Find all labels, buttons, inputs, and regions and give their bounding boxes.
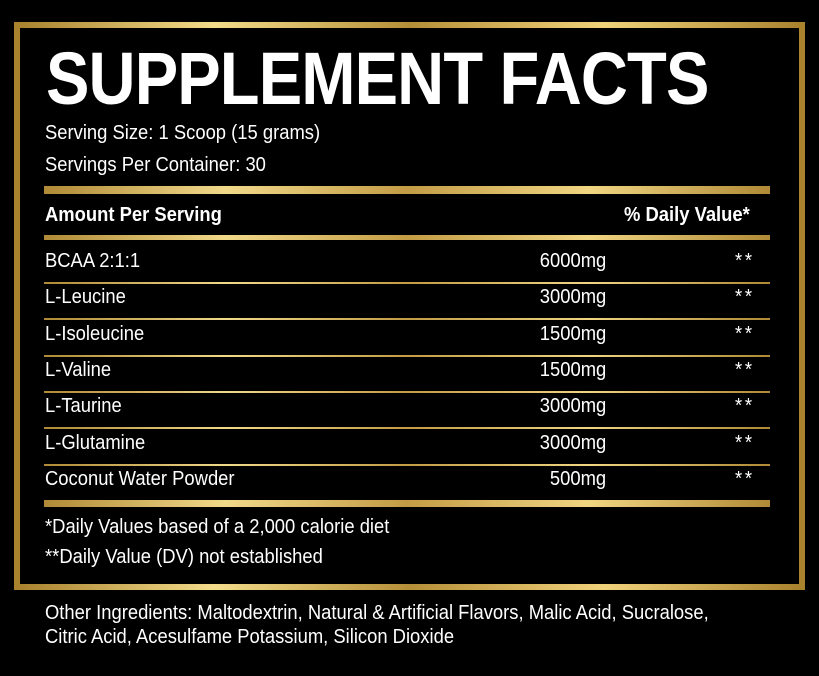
ingredient-name: L-Taurine — [45, 395, 122, 418]
ingredient-name: L-Valine — [45, 358, 112, 381]
thick-rule — [44, 186, 770, 194]
row-rule — [44, 318, 770, 321]
footnote: *Daily Values based of a 2,000 calorie d… — [45, 516, 390, 538]
row-rule — [44, 354, 770, 357]
ingredient-amount: 500mg — [549, 467, 606, 490]
ingredient-name: Coconut Water Powder — [45, 467, 235, 490]
other-ingredients: Other Ingredients: Maltodextrin, Natural… — [45, 602, 709, 624]
other-ingredients: Citric Acid, Acesulfame Potassium, Silic… — [45, 626, 455, 648]
ingredient-name: BCAA 2:1:1 — [45, 250, 141, 272]
ingredient-name: L-Leucine — [45, 286, 126, 309]
header-rule — [44, 235, 770, 240]
ingredient-amount: 1500mg — [539, 358, 606, 381]
ingredient-dv: ** — [735, 431, 755, 454]
bottom-rule — [44, 500, 770, 507]
header-left: Amount Per Serving — [45, 204, 222, 226]
ingredient-dv: ** — [735, 322, 755, 345]
header-right: % Daily Value* — [624, 204, 750, 226]
ingredient-amount: 1500mg — [539, 322, 606, 345]
ingredient-dv: ** — [735, 467, 755, 490]
footnote: **Daily Value (DV) not established — [45, 546, 323, 568]
row-rule — [44, 463, 770, 466]
ingredient-dv: ** — [735, 286, 755, 309]
row-rule — [44, 390, 770, 393]
row-rule — [44, 282, 770, 284]
ingredient-dv: ** — [735, 250, 755, 272]
ingredient-amount: 3000mg — [539, 286, 606, 309]
ingredient-amount: 6000mg — [539, 250, 606, 272]
ingredient-name: L-Isoleucine — [45, 322, 145, 345]
servings-per-container: Servings Per Container: 30 — [45, 154, 266, 176]
ingredient-amount: 3000mg — [539, 395, 606, 418]
gold-frame — [14, 22, 805, 590]
title: SUPPLEMENT FACTS — [46, 37, 709, 120]
row-rule — [44, 427, 770, 430]
ingredient-dv: ** — [735, 395, 755, 418]
ingredient-dv: ** — [735, 358, 755, 381]
serving-size: Serving Size: 1 Scoop (15 grams) — [45, 122, 321, 144]
ingredient-name: L-Glutamine — [45, 431, 146, 454]
ingredient-amount: 3000mg — [539, 431, 606, 454]
